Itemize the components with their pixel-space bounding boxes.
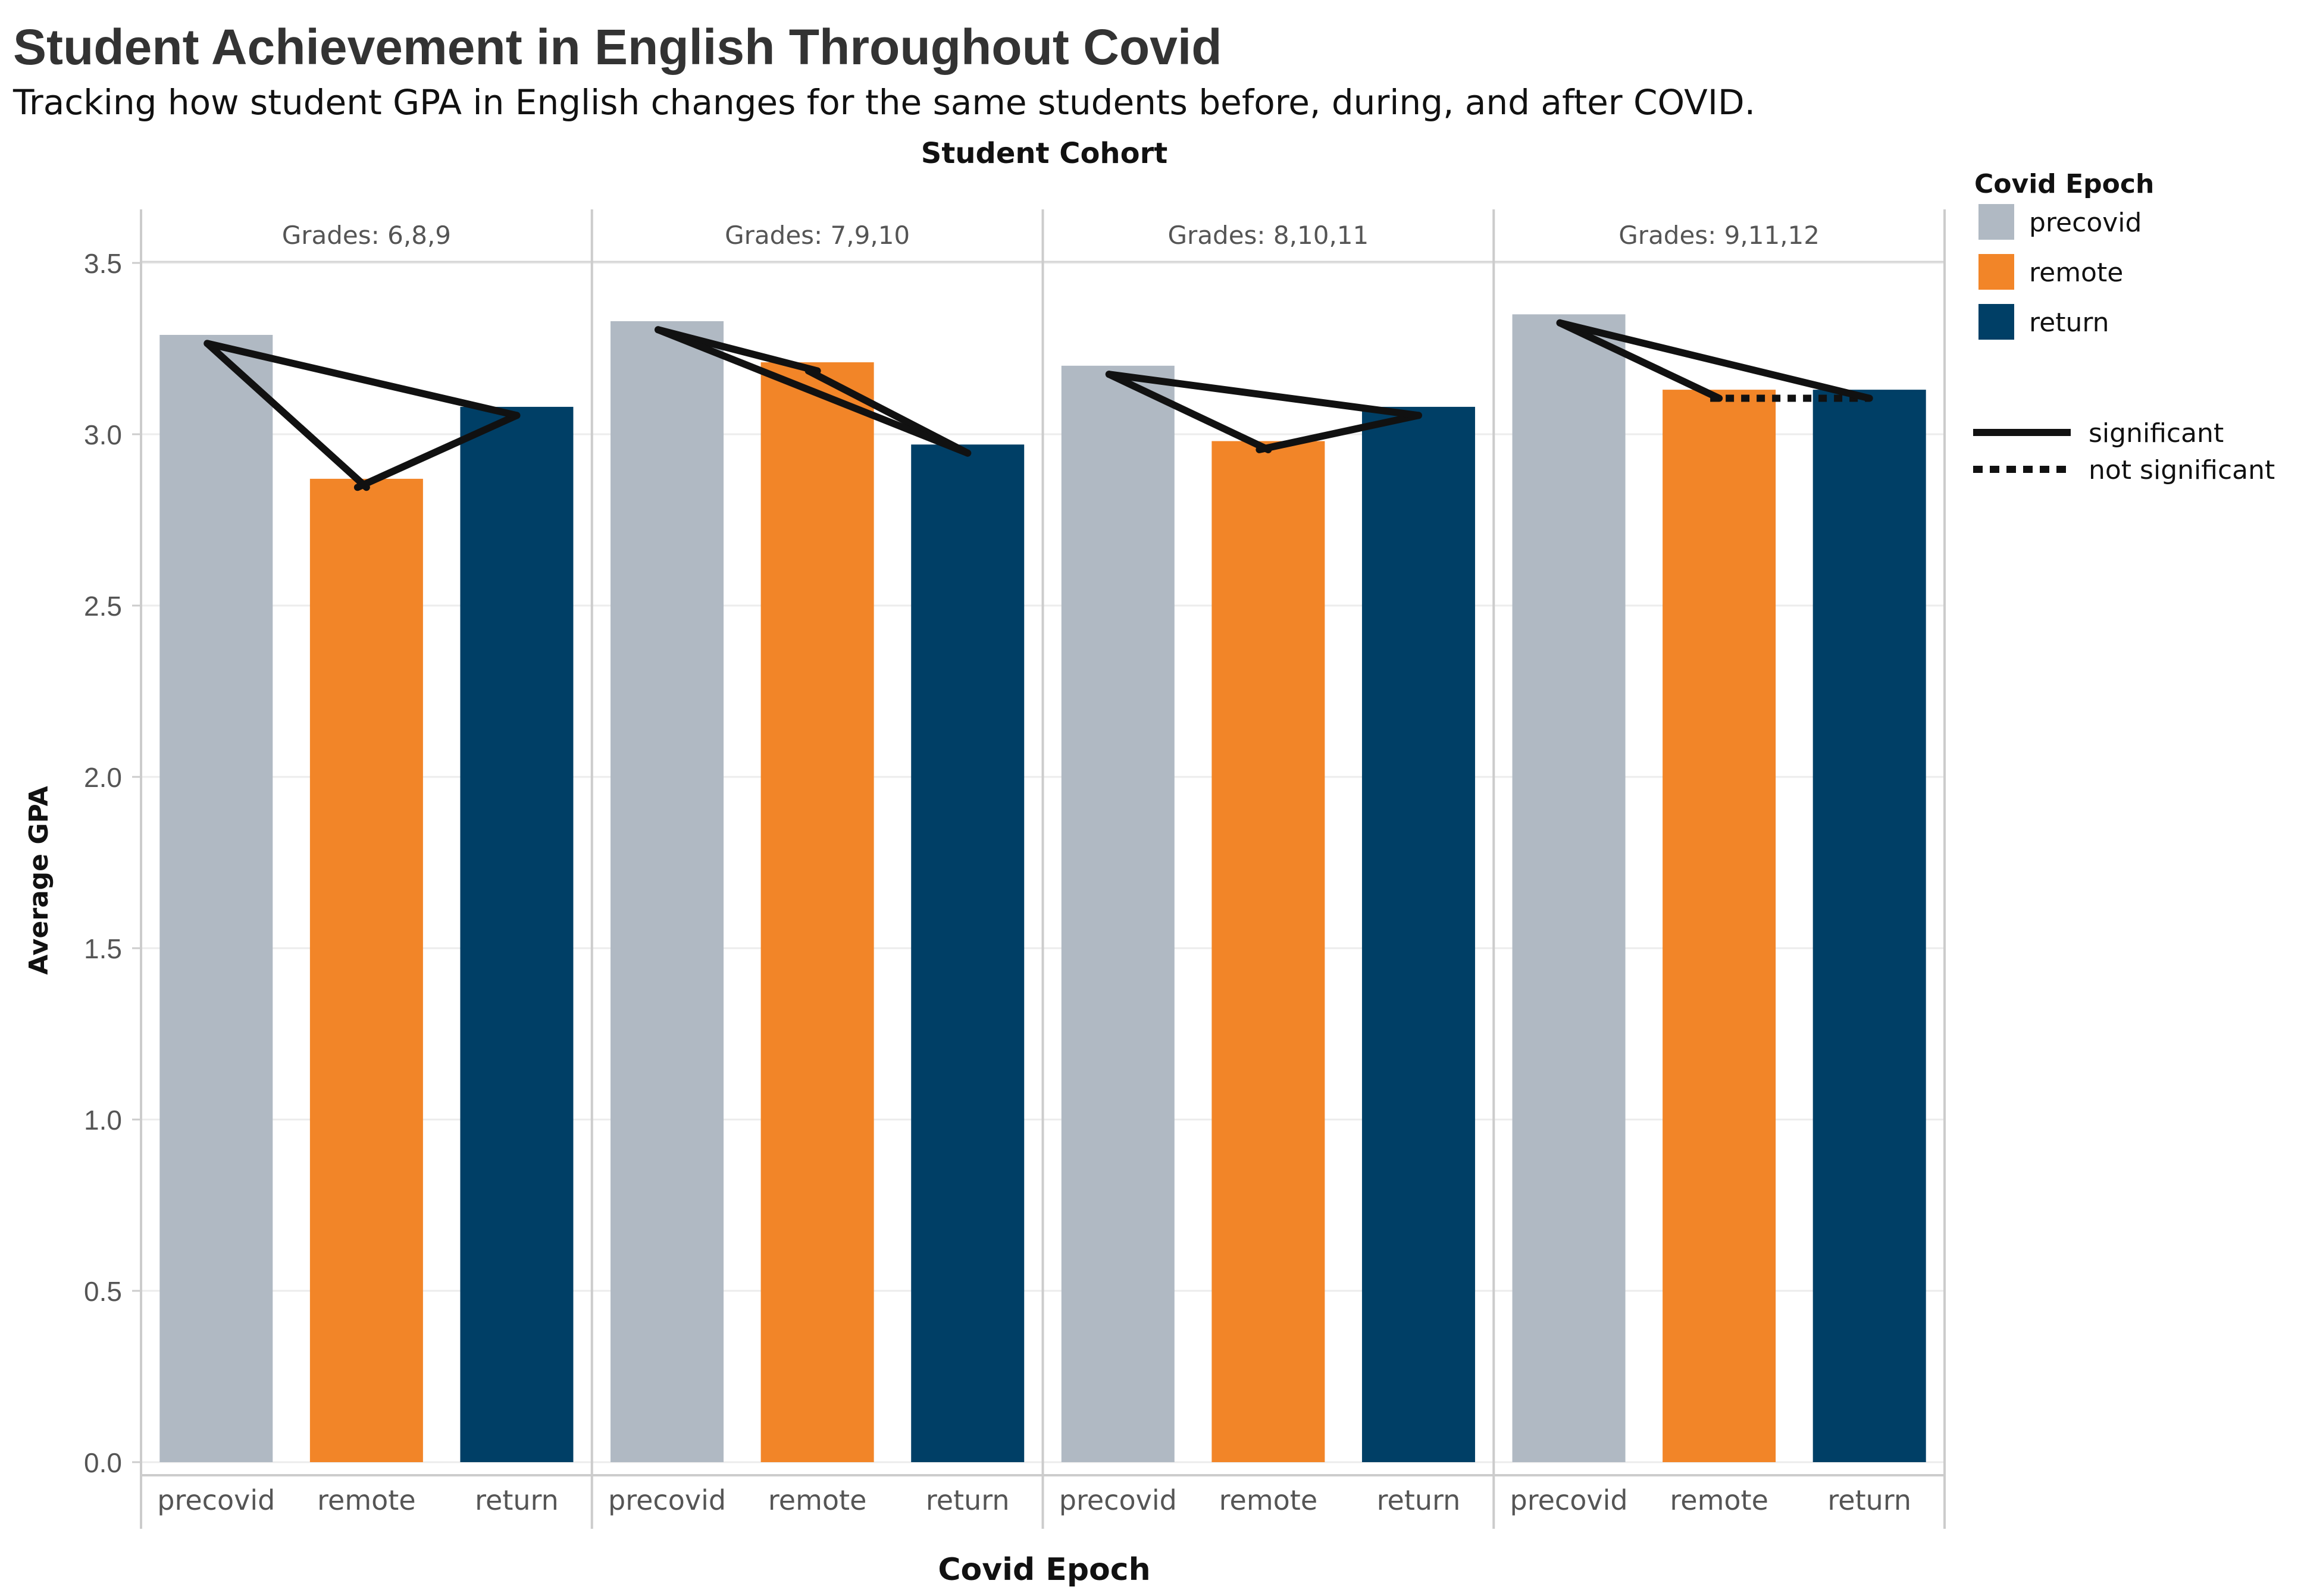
y-tick-label: 2.5 — [84, 591, 122, 622]
y-tick-label: 0.5 — [84, 1276, 122, 1307]
bar-precovid — [1061, 365, 1175, 1462]
x-tick-label: precovid — [157, 1484, 275, 1516]
x-tick-label: remote — [768, 1484, 867, 1516]
comparison-line-significant — [1105, 371, 1422, 419]
comparison-line-significant — [1556, 319, 1723, 402]
comparison-line-significant — [204, 340, 521, 419]
comparison-line-significant — [655, 326, 972, 457]
legend-label: precovid — [2029, 208, 2142, 238]
legend-swatch-precovid — [1978, 204, 2014, 240]
bar-remote — [309, 478, 423, 1462]
legend-title: Covid Epoch — [1974, 169, 2154, 199]
x-tick-label: precovid — [1510, 1484, 1628, 1516]
facet-panel: Grades: 9,11,12 precovid remote return — [1492, 209, 1946, 1529]
comparison-line-significant — [1556, 319, 1873, 402]
legend: Covid Epoch precovid remote return significa… — [1973, 169, 2275, 485]
facet-label: Grades: 9,11,12 — [1618, 221, 1820, 250]
legend-swatch-return — [1978, 304, 2014, 340]
y-tick-label: 3.5 — [84, 248, 122, 279]
chart-subtitle: Tracking how student GPA in English chan… — [12, 82, 1755, 123]
chart-title: Student Achievement in English Throughou… — [13, 19, 1222, 75]
y-tick-label: 1.0 — [84, 1105, 122, 1136]
comparison-line-significant — [353, 412, 521, 491]
y-tick-label: 0.0 — [84, 1447, 122, 1478]
facet-panel: Grades: 7,9,10 precovid remote return — [590, 209, 1043, 1529]
x-tick-label: remote — [1219, 1484, 1318, 1516]
bar-precovid — [1512, 314, 1626, 1462]
x-tick-label: remote — [1670, 1484, 1768, 1516]
x-tick-label: return — [1827, 1484, 1911, 1516]
facet-label: Grades: 8,10,11 — [1168, 221, 1369, 250]
y-axis-title: Average GPA — [24, 786, 54, 974]
bar-return — [911, 444, 1025, 1462]
y-axis-ticks: 0.0 0.5 1.0 1.5 2.0 2.5 3.0 3.5 — [84, 209, 142, 1478]
facet-label: Grades: 6,8,9 — [282, 221, 451, 250]
y-tick-label: 2.0 — [84, 762, 122, 793]
legend-label: return — [2029, 308, 2109, 338]
facet-panel: Grades: 6,8,9 precovid remote return — [140, 209, 592, 1529]
comparison-line-significant — [204, 340, 370, 491]
bar-remote — [1663, 390, 1776, 1462]
bar-return — [1812, 390, 1926, 1462]
bar-precovid — [611, 321, 724, 1463]
legend-line-label: significant — [2089, 418, 2224, 449]
facet-title: Student Cohort — [921, 137, 1167, 170]
y-tick-label: 3.0 — [84, 419, 122, 450]
bar-return — [1361, 406, 1475, 1463]
x-tick-label: return — [1377, 1484, 1461, 1516]
bar-precovid — [159, 334, 273, 1463]
facet-panel: Grades: 8,10,11 precovid remote return — [1041, 209, 1494, 1529]
comparison-line-significant — [1256, 412, 1422, 453]
legend-label: remote — [2029, 258, 2123, 288]
x-tick-label: return — [475, 1484, 559, 1516]
x-axis-title: Covid Epoch — [938, 1552, 1150, 1588]
bar-remote — [1211, 441, 1325, 1462]
bar-return — [460, 406, 574, 1463]
facet-label: Grades: 7,9,10 — [725, 221, 910, 250]
x-tick-label: remote — [317, 1484, 416, 1516]
legend-swatch-remote — [1978, 254, 2014, 290]
legend-line-label: not significant — [2089, 455, 2275, 485]
bar-remote — [760, 362, 874, 1462]
y-tick-label: 1.5 — [84, 933, 122, 964]
x-tick-label: precovid — [608, 1484, 726, 1516]
comparison-line-significant — [1105, 371, 1272, 453]
x-tick-label: precovid — [1059, 1484, 1177, 1516]
x-tick-label: return — [926, 1484, 1010, 1516]
